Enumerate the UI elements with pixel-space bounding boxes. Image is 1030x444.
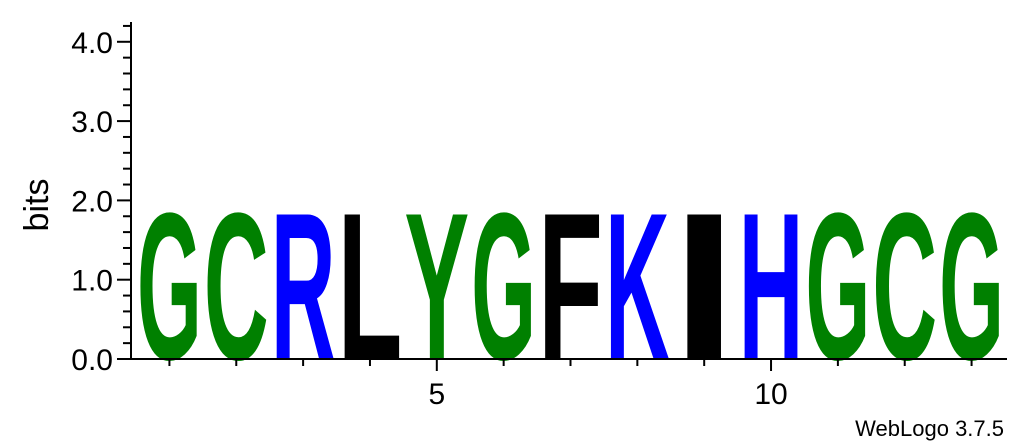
logo-column-1: G xyxy=(137,168,202,403)
logo-column-11: G xyxy=(805,168,870,403)
logo-letter-F: F xyxy=(538,170,603,405)
logo-column-6: G xyxy=(471,168,536,403)
y-tick-label: 4.0 xyxy=(71,27,113,60)
logo-column-13: G xyxy=(939,168,1004,403)
logo-letter-I: I xyxy=(672,170,737,405)
y-tick-label: 3.0 xyxy=(71,106,113,139)
logo-column-4: L xyxy=(338,170,403,405)
logo-column-12: C xyxy=(872,170,937,404)
weblogo-credit: WebLogo 3.7.5 xyxy=(855,416,1004,441)
y-axis-title: bits xyxy=(18,179,56,232)
logo-letter-G: G xyxy=(471,168,536,403)
logo-column-3: R xyxy=(271,170,336,404)
logo-column-8: K xyxy=(605,170,670,404)
logo-letter-G: G xyxy=(805,168,870,403)
y-tick-label: 1.0 xyxy=(71,265,113,298)
logo-letter-K: K xyxy=(605,170,670,404)
logo-column-9: I xyxy=(672,170,737,405)
x-tick-label: 10 xyxy=(754,378,787,411)
logo-letter-C: C xyxy=(872,170,937,404)
logo-letter-C: C xyxy=(204,170,269,404)
y-tick-label: 0.0 xyxy=(71,344,113,377)
logo-column-7: F xyxy=(538,170,603,405)
x-tick-label: 5 xyxy=(428,378,445,411)
logo-letter-R: R xyxy=(271,170,336,404)
logo-letter-G: G xyxy=(137,168,202,403)
y-axis: 0.0 1.0 2.0 3.0 4.0 xyxy=(71,22,132,377)
logo-letter-G: G xyxy=(939,168,1004,403)
logo-column-2: C xyxy=(204,170,269,404)
logo-letter-L: L xyxy=(338,170,403,405)
y-tick-label: 2.0 xyxy=(71,185,113,218)
x-axis: 5 10 xyxy=(130,358,1007,411)
